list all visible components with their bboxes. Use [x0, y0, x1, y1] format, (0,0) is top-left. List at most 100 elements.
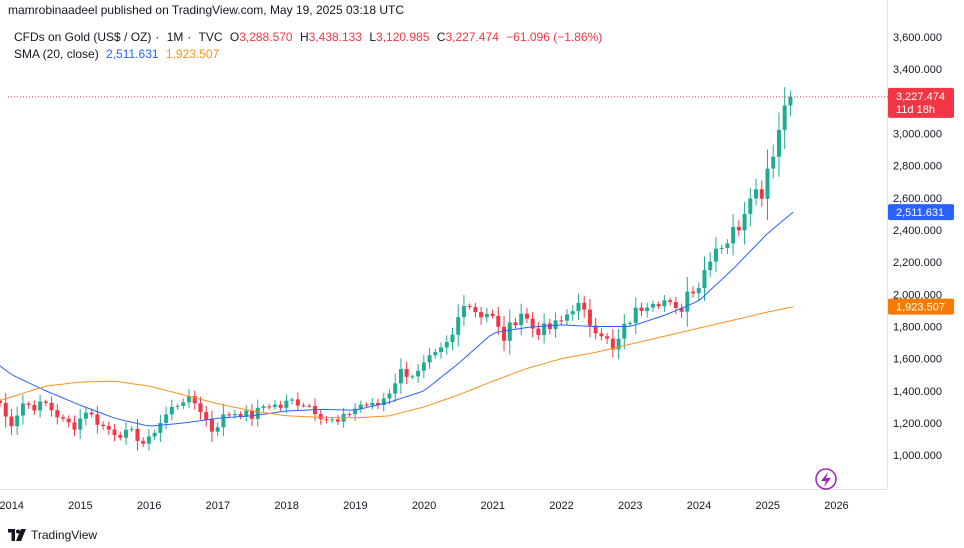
- candle-body: [484, 313, 489, 318]
- high-value: 3,438.133: [308, 30, 362, 44]
- candle-body: [78, 418, 83, 430]
- time-tick-label: 2019: [343, 500, 367, 512]
- tradingview-logo[interactable]: TradingView: [8, 528, 97, 542]
- candle-body: [307, 405, 312, 407]
- candle-body: [748, 198, 753, 214]
- time-axis[interactable]: 2014 2015 2016 2017 2018 2019 2020 2021 2022 2023…: [0, 500, 849, 512]
- candle-body: [55, 410, 60, 418]
- close-value: 3,227.474: [445, 30, 499, 44]
- source-label: TVC: [198, 30, 223, 44]
- time-tick-label: 2015: [68, 500, 92, 512]
- candle-body: [536, 328, 541, 336]
- candle-body: [530, 318, 535, 329]
- candle-body: [662, 300, 667, 307]
- lightning-icon[interactable]: [815, 468, 837, 490]
- candle-body: [433, 352, 438, 356]
- candle-body: [427, 355, 432, 363]
- candle-body: [524, 313, 529, 319]
- sma-legend: SMA (20, close) 2,511.631 1,923.507: [14, 47, 223, 61]
- candle-body: [696, 288, 701, 294]
- sma-label[interactable]: SMA (20, close): [14, 47, 99, 61]
- candle-body: [290, 399, 295, 401]
- candle-body: [444, 342, 449, 348]
- candle-body: [456, 317, 461, 335]
- candle-body: [49, 402, 54, 411]
- time-tick-label: 2025: [755, 500, 779, 512]
- candle-body: [731, 226, 736, 244]
- candle-body: [496, 315, 501, 327]
- candle-body: [593, 325, 598, 334]
- candle-body: [502, 326, 507, 341]
- candle-body: [32, 404, 37, 411]
- candle-body: [83, 412, 88, 419]
- low-value: 3,120.985: [376, 30, 430, 44]
- candle-body: [393, 383, 398, 394]
- price-tick-label: 2,800.000: [893, 161, 942, 173]
- symbol-name[interactable]: CFDs on Gold (US$ / OZ): [14, 30, 152, 44]
- candle-body: [616, 338, 621, 350]
- candle-body: [519, 313, 524, 326]
- price-tick-label: 2,000.000: [893, 289, 942, 301]
- candle-body: [398, 369, 403, 384]
- time-tick-label: 2018: [274, 500, 298, 512]
- candle-body: [450, 334, 455, 343]
- candle-body: [209, 419, 214, 432]
- candle-body: [404, 369, 409, 377]
- candle-body: [782, 105, 787, 130]
- sma-value-fast: 2,511.631: [106, 47, 159, 61]
- candle-body: [295, 399, 300, 406]
- candle-body: [318, 414, 323, 420]
- candle-body: [181, 402, 186, 406]
- open-label: O: [229, 30, 240, 44]
- candle-body: [141, 440, 146, 444]
- candle-body: [250, 410, 255, 419]
- candle-body: [473, 307, 478, 313]
- price-tick-label: 3,600.000: [893, 32, 942, 44]
- interval-label[interactable]: 1M: [166, 30, 184, 44]
- candle-body: [547, 323, 552, 330]
- candle-body: [187, 396, 192, 403]
- candle-body: [461, 305, 466, 318]
- time-tick-label: 2022: [549, 500, 573, 512]
- candle-body: [656, 304, 661, 307]
- published-line: mamrobinaadeel published on TradingView.…: [8, 3, 405, 17]
- tradingview-logo-icon: [8, 529, 26, 541]
- candle-body: [742, 213, 747, 231]
- candle-body: [26, 403, 31, 405]
- change-value: −61.096 (−1.86%): [506, 30, 603, 44]
- candle-body: [129, 428, 134, 430]
- candle-body: [376, 402, 381, 406]
- time-tick-label: 2023: [618, 500, 642, 512]
- price-tick-label: 1,000.000: [893, 450, 942, 462]
- candle-body: [410, 376, 415, 378]
- candle-body: [633, 307, 638, 323]
- time-tick-label: 2020: [412, 500, 436, 512]
- candle-body: [66, 418, 71, 423]
- candle-body: [198, 403, 203, 413]
- candle-body: [565, 314, 570, 321]
- candle-body: [284, 400, 289, 408]
- candle-body: [559, 320, 564, 322]
- candle-body: [639, 307, 644, 311]
- candle-body: [118, 435, 123, 438]
- candle-body: [771, 156, 776, 169]
- candle-body: [43, 401, 48, 403]
- candle-body: [15, 415, 20, 427]
- countdown-label: 11d 18h: [896, 104, 935, 116]
- candle-body: [175, 405, 180, 407]
- candle-body: [112, 429, 117, 436]
- candle-body: [628, 322, 633, 324]
- candle-body: [513, 322, 518, 326]
- candle-body: [364, 404, 369, 406]
- time-tick-label: 2024: [687, 500, 711, 512]
- candle-body: [353, 408, 358, 415]
- candle-body: [232, 414, 237, 416]
- ohlc-legend: CFDs on Gold (US$ / OZ) · 1M · TVC O3,288.…: [14, 30, 603, 44]
- candle-body: [570, 311, 575, 315]
- candle-body: [95, 414, 100, 425]
- candle-body: [467, 305, 472, 308]
- candle-body: [255, 407, 260, 419]
- sma-fast-line: [0, 211, 794, 427]
